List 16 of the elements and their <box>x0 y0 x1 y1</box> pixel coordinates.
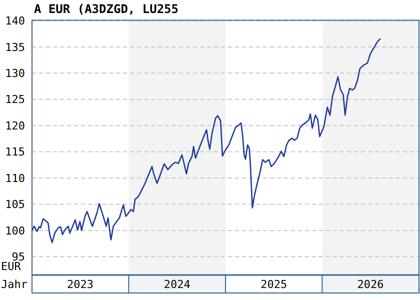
y-tick-label: 105 <box>5 198 25 212</box>
y-tick-label: 110 <box>5 172 25 185</box>
x-axis-title: Jahr <box>1 278 28 291</box>
y-tick-label: 125 <box>5 93 25 106</box>
x-tick-label: 2023 <box>66 278 94 291</box>
y-tick-label: 135 <box>5 40 25 54</box>
x-tick-label: 2026 <box>357 278 384 291</box>
chart-title: A EUR (A3DZGD, LU255 <box>34 2 178 16</box>
line-series <box>31 38 381 244</box>
x-tick-label: 2025 <box>260 278 288 291</box>
y-tick-label: 130 <box>5 67 25 80</box>
y-tick-label: 120 <box>5 119 25 132</box>
y-tick-label: 140 <box>5 14 25 28</box>
x-tick-label: 2024 <box>164 278 191 291</box>
y-tick-label: 100 <box>5 224 25 238</box>
y-tick-label: 115 <box>5 146 25 159</box>
